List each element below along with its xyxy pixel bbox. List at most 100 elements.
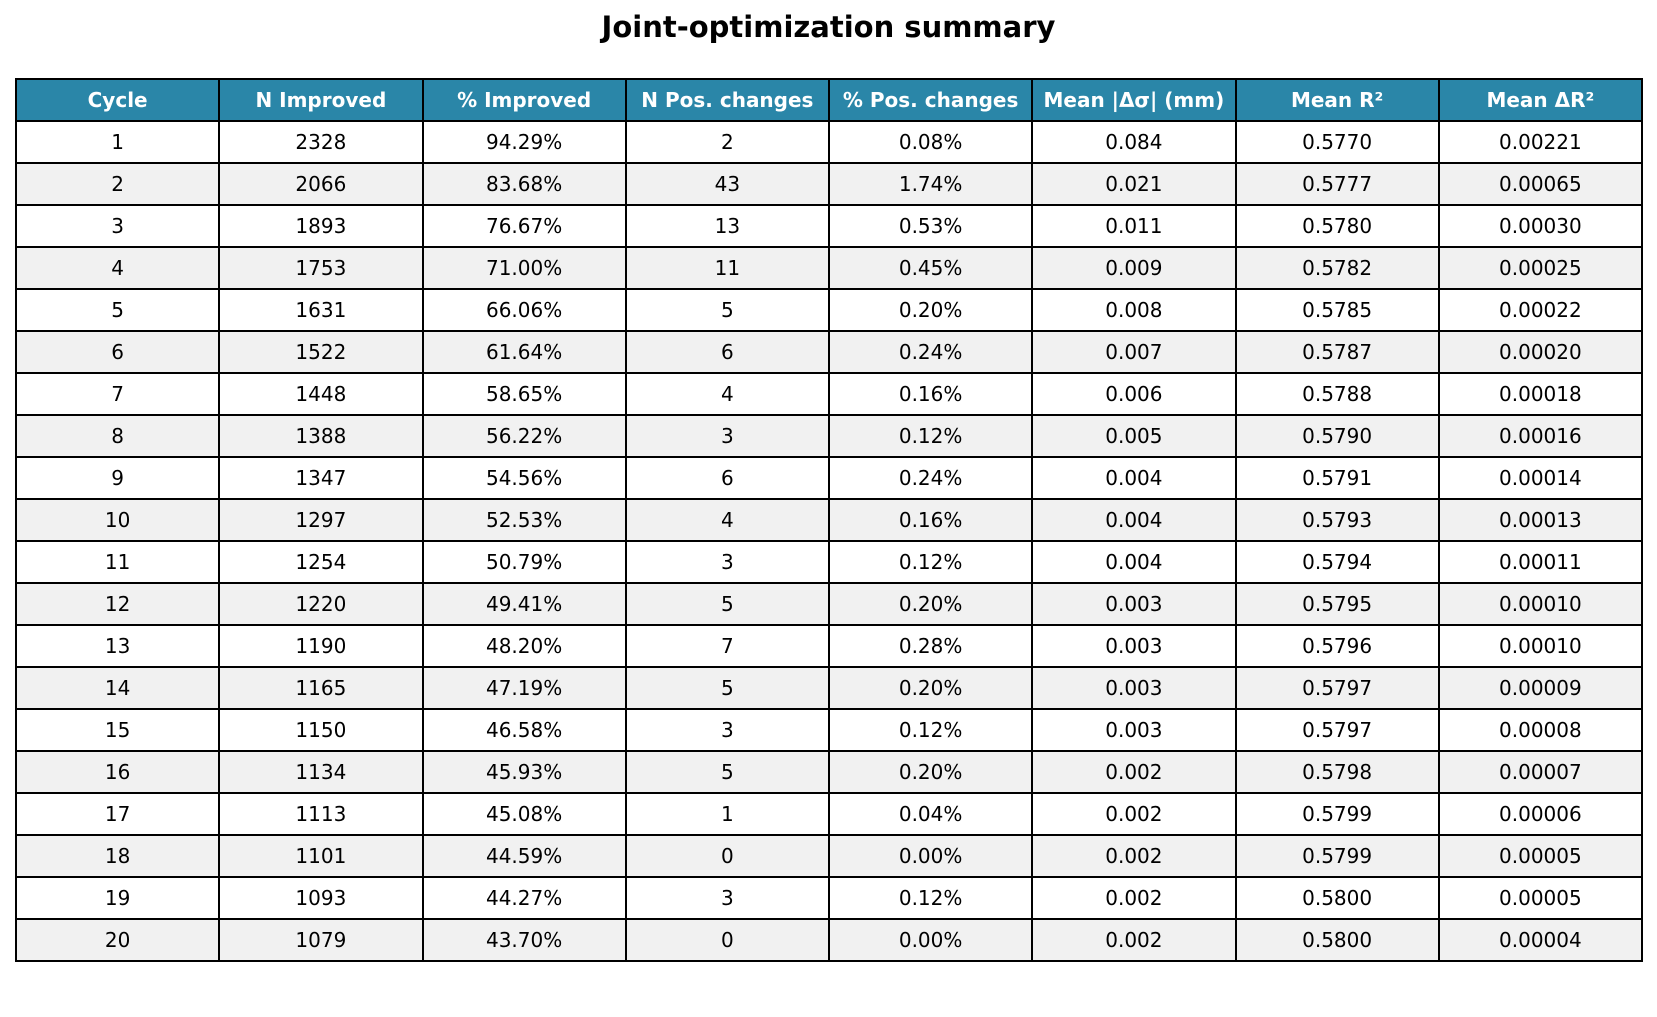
table-cell: 4 (14, 246, 221, 290)
table-cell: 19 (14, 876, 221, 920)
table-cell: 0.00065 (1437, 162, 1644, 206)
table-cell: 0.007 (1031, 330, 1237, 374)
column-header: Mean |Δσ| (mm) (1031, 78, 1237, 122)
table-cell: 50.79% (421, 540, 627, 584)
table-cell: 11 (14, 540, 221, 584)
table-row: 4 1753 71.00% 11 0.45% 0.009 0.5782 0.00025 (14, 246, 1644, 290)
table-row: 10 1297 52.53% 4 0.16% 0.004 0.5793 0.00013 (14, 498, 1644, 542)
table-cell: 1893 (218, 204, 424, 248)
page-title: Joint-optimization summary (601, 10, 1056, 44)
table-cell: 0.00008 (1437, 708, 1644, 752)
table-row: 20 1079 43.70% 0 0.00% 0.002 0.5800 0.00004 (14, 918, 1644, 962)
table-body: 1 2328 94.29% 2 0.08% 0.084 0.5770 0.00221 2 2066… (14, 120, 1644, 962)
table-cell: 0.5794 (1234, 540, 1440, 584)
table-cell: 0.20% (827, 666, 1034, 710)
table-cell: 45.93% (421, 750, 627, 794)
table-row: 12 1220 49.41% 5 0.20% 0.003 0.5795 0.00010 (14, 582, 1644, 626)
table-cell: 5 (624, 750, 831, 794)
table-row: 17 1113 45.08% 1 0.04% 0.002 0.5799 0.00006 (14, 792, 1644, 836)
table-cell: 1 (624, 792, 831, 836)
table-cell: 7 (624, 624, 831, 668)
table-cell: 0.20% (827, 750, 1034, 794)
table-cell: 0.00009 (1437, 666, 1644, 710)
table-cell: 3 (624, 414, 831, 458)
table-cell: 94.29% (421, 120, 627, 164)
table-cell: 0.00018 (1437, 372, 1644, 416)
table-cell: 0.28% (827, 624, 1034, 668)
table-cell: 0.00004 (1437, 918, 1644, 962)
table-cell: 3 (624, 540, 831, 584)
table-cell: 1347 (218, 456, 424, 500)
table-cell: 11 (624, 246, 831, 290)
table-cell: 0.00007 (1437, 750, 1644, 794)
table-row: 7 1448 58.65% 4 0.16% 0.006 0.5788 0.00018 (14, 372, 1644, 416)
table-cell: 45.08% (421, 792, 627, 836)
table-cell: 0.004 (1031, 456, 1237, 500)
table-cell: 0.084 (1031, 120, 1237, 164)
table-cell: 6 (624, 330, 831, 374)
table-cell: 0.00% (827, 834, 1034, 878)
table-cell: 7 (14, 372, 221, 416)
table-cell: 44.27% (421, 876, 627, 920)
column-header: Cycle (14, 78, 221, 122)
table-cell: 2328 (218, 120, 424, 164)
table-cell: 1.74% (827, 162, 1034, 206)
table-cell: 0.00016 (1437, 414, 1644, 458)
column-header: Mean R² (1234, 78, 1440, 122)
table-cell: 15 (14, 708, 221, 752)
table-cell: 5 (624, 582, 831, 626)
table-cell: 0 (624, 918, 831, 962)
table-cell: 0.5770 (1234, 120, 1440, 164)
table-cell: 0.08% (827, 120, 1034, 164)
table-cell: 0 (624, 834, 831, 878)
table-cell: 0.011 (1031, 204, 1237, 248)
table-row: 9 1347 54.56% 6 0.24% 0.004 0.5791 0.00014 (14, 456, 1644, 500)
table-cell: 0.5782 (1234, 246, 1440, 290)
table-cell: 0.5796 (1234, 624, 1440, 668)
table-cell: 0.009 (1031, 246, 1237, 290)
table-cell: 0.24% (827, 330, 1034, 374)
table-cell: 66.06% (421, 288, 627, 332)
table-cell: 1631 (218, 288, 424, 332)
table-cell: 0.00022 (1437, 288, 1644, 332)
table-cell: 2 (624, 120, 831, 164)
table-cell: 9 (14, 456, 221, 500)
table-cell: 1448 (218, 372, 424, 416)
table-cell: 0.5797 (1234, 666, 1440, 710)
table-cell: 0.16% (827, 498, 1034, 542)
table-row: 14 1165 47.19% 5 0.20% 0.003 0.5797 0.00009 (14, 666, 1644, 710)
table-cell: 1165 (218, 666, 424, 710)
summary-table: Cycle N Improved% Improved N Pos. changes%… (14, 78, 1644, 962)
table-cell: 0.003 (1031, 708, 1237, 752)
table-row: 6 1522 61.64% 6 0.24% 0.007 0.5787 0.00020 (14, 330, 1644, 374)
table-cell: 0.12% (827, 708, 1034, 752)
table-cell: 2066 (218, 162, 424, 206)
table-cell: 56.22% (421, 414, 627, 458)
table-cell: 46.58% (421, 708, 627, 752)
table-cell: 0.008 (1031, 288, 1237, 332)
table-cell: 4 (624, 498, 831, 542)
table-cell: 1101 (218, 834, 424, 878)
table-cell: 0.5790 (1234, 414, 1440, 458)
table-cell: 0.00011 (1437, 540, 1644, 584)
table-cell: 13 (14, 624, 221, 668)
table-cell: 1297 (218, 498, 424, 542)
table-cell: 0.002 (1031, 750, 1237, 794)
table-cell: 58.65% (421, 372, 627, 416)
table-cell: 3 (14, 204, 221, 248)
table-cell: 0.5787 (1234, 330, 1440, 374)
table-cell: 43 (624, 162, 831, 206)
table-row: 18 1101 44.59% 0 0.00% 0.002 0.5799 0.00005 (14, 834, 1644, 878)
table-cell: 0.00010 (1437, 624, 1644, 668)
table-header-row: Cycle N Improved% Improved N Pos. changes%… (14, 78, 1644, 122)
table-cell: 0.021 (1031, 162, 1237, 206)
table-cell: 0.5800 (1234, 918, 1440, 962)
table-cell: 0.5788 (1234, 372, 1440, 416)
table-cell: 47.19% (421, 666, 627, 710)
table-cell: 20 (14, 918, 221, 962)
table-row: 8 1388 56.22% 3 0.12% 0.005 0.5790 0.00016 (14, 414, 1644, 458)
table-cell: 0.5800 (1234, 876, 1440, 920)
table-cell: 0.00005 (1437, 876, 1644, 920)
table-cell: 0.00% (827, 918, 1034, 962)
table-row: 11 1254 50.79% 3 0.12% 0.004 0.5794 0.00011 (14, 540, 1644, 584)
